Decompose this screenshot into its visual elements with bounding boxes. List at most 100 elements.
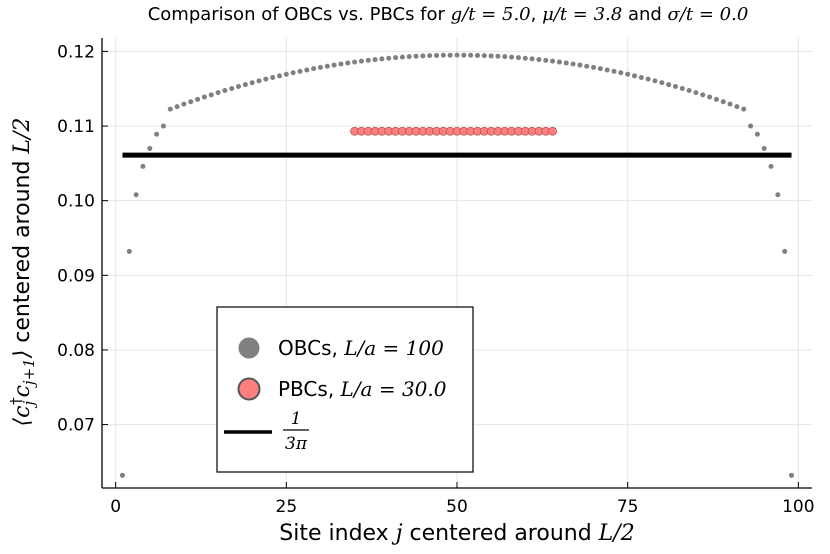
obc-point bbox=[317, 64, 323, 70]
obc-point bbox=[270, 74, 276, 80]
obc-point bbox=[782, 248, 788, 254]
legend-pbc-label: PBCs, L/a = 30.0 bbox=[278, 377, 447, 401]
pbc-point bbox=[548, 126, 557, 136]
pbc-series bbox=[350, 126, 557, 136]
obc-point bbox=[201, 94, 207, 100]
obc-point bbox=[713, 96, 719, 102]
obc-point bbox=[502, 54, 508, 60]
obc-point bbox=[256, 78, 262, 84]
obc-point bbox=[522, 55, 528, 61]
obc-point bbox=[311, 66, 317, 72]
obc-point bbox=[208, 92, 214, 98]
obc-point bbox=[761, 145, 767, 151]
obc-point bbox=[365, 57, 371, 63]
obc-point bbox=[188, 99, 194, 105]
obc-point bbox=[707, 94, 713, 100]
obc-point bbox=[529, 56, 535, 62]
obc-point bbox=[720, 99, 726, 105]
obc-point bbox=[338, 61, 344, 67]
y-tick-label: 0.11 bbox=[57, 117, 95, 137]
obc-point bbox=[515, 55, 521, 61]
obc-point bbox=[645, 76, 651, 82]
obc-point bbox=[236, 83, 242, 89]
obc-point bbox=[543, 57, 549, 63]
obc-point bbox=[126, 248, 132, 254]
obc-point bbox=[659, 80, 665, 86]
obc-point bbox=[604, 67, 610, 73]
obc-point bbox=[591, 64, 597, 70]
obc-point bbox=[358, 58, 364, 64]
obc-point bbox=[215, 90, 221, 96]
svg-text:⟨cj†cj+1⟩ centered around L/2: ⟨cj†cj+1⟩ centered around L/2 bbox=[7, 118, 38, 427]
obc-point bbox=[727, 101, 733, 107]
obc-point bbox=[550, 58, 556, 64]
obc-point bbox=[297, 68, 303, 74]
obc-series bbox=[119, 52, 795, 478]
obc-point bbox=[597, 66, 603, 72]
chart-title: Comparison of OBCs vs. PBCs for g/t = 5.… bbox=[148, 4, 749, 25]
obc-point bbox=[393, 55, 399, 61]
y-axis-label: ⟨cj†cj+1⟩ centered around L/2 bbox=[7, 118, 38, 427]
obc-point bbox=[495, 53, 501, 59]
obc-point bbox=[174, 104, 180, 110]
y-tick-label: 0.10 bbox=[57, 192, 95, 212]
obc-point bbox=[693, 90, 699, 96]
legend-pbc-marker bbox=[237, 377, 261, 401]
obc-point bbox=[474, 52, 480, 58]
obc-point bbox=[768, 163, 774, 169]
obc-point bbox=[283, 71, 289, 77]
obc-point bbox=[577, 62, 583, 68]
obc-point bbox=[324, 63, 330, 69]
obc-point bbox=[434, 52, 440, 58]
obc-point bbox=[700, 92, 706, 98]
obc-point bbox=[440, 52, 446, 58]
obc-point bbox=[509, 54, 515, 60]
obc-point bbox=[652, 78, 658, 84]
obc-point bbox=[304, 67, 310, 73]
obc-point bbox=[686, 88, 692, 94]
obc-point bbox=[379, 56, 385, 62]
obc-point bbox=[789, 472, 795, 478]
obc-point bbox=[461, 52, 467, 58]
obc-point bbox=[140, 163, 146, 169]
obc-point bbox=[754, 131, 760, 137]
x-axis-label: Site index j centered around L/2 bbox=[279, 521, 634, 546]
obc-point bbox=[386, 55, 392, 61]
obc-point bbox=[481, 53, 487, 59]
obc-point bbox=[447, 52, 453, 58]
obc-point bbox=[147, 145, 153, 151]
obc-point bbox=[454, 52, 460, 58]
obc-point bbox=[748, 123, 754, 129]
x-tick-label: 0 bbox=[110, 497, 121, 517]
obc-point bbox=[249, 80, 255, 86]
obc-point bbox=[229, 85, 235, 91]
y-tick-label: 0.09 bbox=[57, 266, 95, 286]
obc-point bbox=[625, 71, 631, 77]
x-tick-label: 75 bbox=[617, 497, 639, 517]
obc-point bbox=[488, 53, 494, 59]
obc-point bbox=[584, 63, 590, 69]
obc-point bbox=[277, 73, 282, 79]
legend-ref-denominator: 3π bbox=[285, 434, 308, 454]
obc-point bbox=[638, 74, 644, 80]
obc-point bbox=[570, 61, 576, 67]
x-tick-label: 50 bbox=[446, 497, 468, 517]
y-tick-label: 0.12 bbox=[57, 42, 95, 62]
legend-obc-label: OBCs, L/a = 100 bbox=[278, 336, 444, 360]
obc-point bbox=[618, 70, 624, 76]
obc-point bbox=[290, 70, 296, 76]
obc-point bbox=[372, 57, 378, 63]
obc-point bbox=[242, 82, 248, 88]
obc-point bbox=[611, 68, 617, 74]
y-tick-label: 0.07 bbox=[57, 416, 95, 436]
obc-point bbox=[672, 83, 678, 89]
obc-point bbox=[741, 106, 747, 112]
obc-point bbox=[154, 131, 160, 137]
obc-point bbox=[119, 472, 125, 478]
obc-point bbox=[406, 54, 412, 60]
legend-obc-marker bbox=[238, 337, 260, 359]
obc-point bbox=[181, 101, 187, 107]
obc-point bbox=[632, 73, 637, 79]
obc-point bbox=[352, 59, 358, 65]
